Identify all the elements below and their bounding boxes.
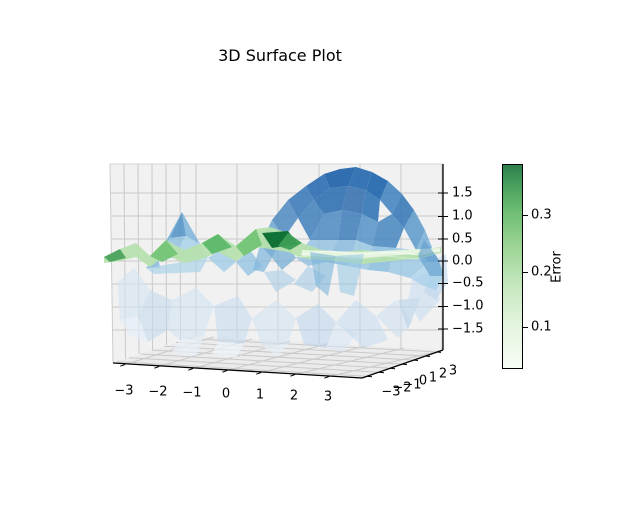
y-tick-label: 3: [448, 363, 458, 379]
y-tick-label: −3: [381, 384, 401, 400]
blue-surface-underside: [118, 254, 448, 358]
surface-facet: [412, 359, 419, 361]
colorbar-axis-label: Error: [549, 251, 565, 283]
surface-facet: [314, 186, 348, 214]
surface-facet: [306, 174, 330, 200]
surface-facet: [154, 366, 160, 369]
surface-facet: [296, 304, 336, 348]
surface-facet: [182, 212, 200, 244]
x-tick-label: −1: [182, 385, 202, 401]
surface-facet: [310, 252, 336, 296]
surface-facet: [278, 233, 302, 250]
surface-facet: [336, 300, 388, 348]
x-tick-label: 1: [255, 387, 265, 403]
x-tick-label: −3: [114, 383, 134, 399]
surface-facet: [252, 300, 296, 346]
surface-facet: [104, 249, 126, 262]
colorbar-tick-label: 0.3: [531, 207, 552, 223]
axis-tick-marks: [120, 192, 448, 379]
surface-facet: [172, 336, 204, 356]
surface-facet: [290, 374, 296, 377]
z-tick-label: 0.0: [452, 253, 473, 269]
y-tick-label: 2: [438, 366, 448, 382]
surface-facet: [212, 342, 244, 358]
surface-facet: [424, 355, 431, 357]
surface-facet: [264, 270, 296, 292]
colorbar-tick: [523, 272, 528, 273]
surface-facet: [170, 212, 186, 238]
surface-facet: [336, 254, 364, 296]
surface-facet: [222, 370, 228, 373]
surface-facet: [272, 200, 298, 238]
surface-facet: [288, 186, 314, 218]
z-tick-label: 1.0: [452, 208, 473, 224]
surface-facet: [378, 371, 385, 374]
x-axis-line: [112, 362, 363, 379]
z-tick-label: −1.5: [452, 321, 484, 337]
y-tick-label: −1: [402, 377, 422, 393]
surface-facet: [366, 172, 388, 200]
surface-facet: [404, 210, 425, 250]
y-tick-label: −2: [392, 380, 412, 396]
surface-facet: [168, 288, 214, 340]
surface-facet: [140, 353, 391, 369]
surface-facet: [298, 200, 324, 240]
surface-facet: [392, 194, 414, 228]
surface-facet: [372, 214, 404, 248]
surface-facet: [348, 167, 372, 190]
blue-surface-front-fringe: [310, 240, 444, 296]
x-tick-label: 3: [323, 389, 333, 405]
surface-facet: [262, 344, 288, 356]
surface-facet: [138, 290, 172, 342]
x-tick-label: 2: [289, 388, 299, 404]
surface-facet: [366, 375, 373, 378]
surface-facet: [435, 351, 442, 353]
colorbar: [502, 164, 523, 369]
z-tick-label: −1.0: [452, 298, 484, 314]
surface-facet: [188, 368, 194, 371]
surface-facet: [118, 268, 150, 320]
colorbar-tick: [523, 327, 528, 328]
surface-facet: [380, 181, 402, 214]
z-tick-label: 0.5: [452, 231, 473, 247]
x-tick-label: 0: [221, 386, 231, 402]
colorbar-tick: [523, 215, 528, 216]
surface-facet: [302, 248, 440, 258]
surface-facet: [401, 363, 408, 366]
colorbar-tick-label: 0.1: [531, 319, 552, 335]
y-tick-label: 0: [418, 373, 428, 389]
x-tick-label: −2: [148, 384, 168, 400]
surface-facet: [150, 240, 178, 262]
surface-facet: [356, 214, 378, 246]
surface-facet: [202, 234, 232, 254]
surface-facet: [146, 258, 208, 274]
surface-facet: [256, 372, 262, 375]
surface-facet: [214, 296, 252, 344]
surface-facet: [163, 345, 414, 361]
surface-facet: [324, 167, 356, 188]
surface-facet: [128, 357, 380, 373]
surface-facet: [324, 376, 330, 379]
surface-facet: [272, 238, 296, 270]
surface-facet: [236, 229, 262, 256]
surface-facet: [120, 316, 148, 342]
surface-facet: [418, 240, 444, 276]
surface-facet: [342, 186, 366, 214]
surface-facet: [208, 248, 236, 272]
surface-facet: [120, 364, 126, 367]
surface-facet: [362, 190, 380, 222]
chart-title: 3D Surface Plot: [218, 46, 342, 65]
z-tick-label: −0.5: [452, 275, 484, 291]
surface-facet: [338, 210, 362, 240]
surface-facet: [310, 210, 342, 240]
y-tick-label: 1: [428, 370, 438, 386]
z-tick-label: 1.5: [452, 185, 473, 201]
colorbar-tick-label: 0.2: [531, 264, 552, 280]
surface-facet: [389, 367, 396, 370]
surface-facet: [253, 245, 272, 272]
surface-facet: [376, 300, 412, 338]
surface-facet: [116, 361, 368, 377]
